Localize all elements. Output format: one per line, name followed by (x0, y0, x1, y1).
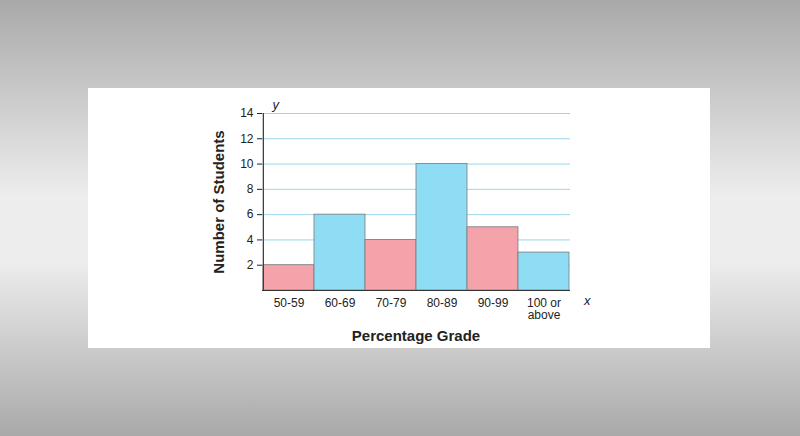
svg-text:10: 10 (240, 157, 254, 171)
svg-text:50-59: 50-59 (274, 296, 305, 310)
html-text:Number of Students: Number of Students (209, 130, 227, 274)
svg-text:12: 12 (240, 132, 254, 146)
svg-text:90-99: 90-99 (478, 296, 509, 310)
svg-text:6: 6 (247, 207, 254, 221)
svg-text:100 orabove: 100 orabove (527, 296, 561, 322)
svg-text:60-69: 60-69 (325, 296, 356, 310)
svg-text:y: y (272, 97, 281, 112)
svg-text:14: 14 (240, 106, 254, 120)
svg-text:80-89: 80-89 (427, 296, 458, 310)
svg-text:x: x (583, 293, 591, 308)
svg-text:70-79: 70-79 (376, 296, 407, 310)
svg-text:2: 2 (247, 258, 254, 272)
svg-text:4: 4 (247, 233, 254, 247)
svg-text:8: 8 (247, 182, 254, 196)
html-text:Percentage Grade: Percentage Grade (351, 327, 481, 344)
